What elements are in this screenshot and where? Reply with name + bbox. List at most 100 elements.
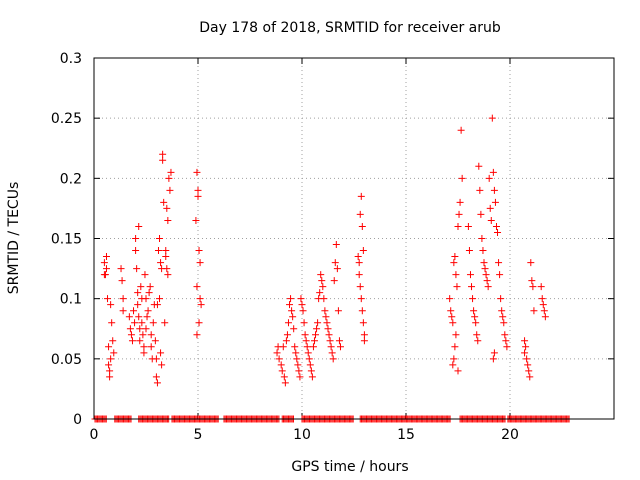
data-point <box>319 283 327 291</box>
data-point <box>152 373 160 381</box>
data-point <box>166 186 174 194</box>
x-tick-label: 20 <box>501 427 519 443</box>
data-point <box>329 355 337 363</box>
data-point <box>452 331 460 339</box>
data-point <box>499 313 507 321</box>
data-point <box>277 361 285 369</box>
data-point <box>357 192 365 200</box>
data-point <box>135 313 143 321</box>
y-tick-label: 0.05 <box>51 352 82 368</box>
data-point <box>142 295 150 303</box>
data-point <box>299 307 307 315</box>
data-point <box>139 331 147 339</box>
data-point <box>193 168 201 176</box>
data-point <box>357 295 365 303</box>
data-point <box>107 301 115 309</box>
data-point <box>485 174 493 182</box>
data-point <box>196 259 204 267</box>
data-point <box>360 331 368 339</box>
data-point <box>498 307 506 315</box>
data-point <box>457 126 465 134</box>
data-point <box>309 343 317 351</box>
data-point <box>278 367 286 375</box>
data-point <box>484 283 492 291</box>
data-point <box>118 277 126 285</box>
data-point <box>521 349 529 357</box>
data-point <box>283 331 291 339</box>
data-point <box>156 235 164 242</box>
data-point <box>279 343 287 351</box>
data-point <box>530 307 538 315</box>
data-point <box>321 307 329 315</box>
data-point <box>528 277 536 285</box>
data-point <box>316 289 324 297</box>
data-point <box>475 162 483 170</box>
y-tick-label: 0.2 <box>60 171 82 187</box>
data-point <box>194 192 202 200</box>
data-point <box>324 325 332 333</box>
data-point <box>477 210 485 218</box>
data-point <box>541 313 549 321</box>
data-point <box>127 331 135 339</box>
data-point <box>331 259 339 267</box>
data-point <box>447 307 455 315</box>
data-point <box>159 156 167 164</box>
data-point <box>146 283 154 291</box>
data-point <box>355 259 363 267</box>
data-point <box>449 361 457 369</box>
data-point <box>106 373 114 381</box>
data-point <box>102 253 110 261</box>
data-point <box>301 331 309 339</box>
data-point <box>157 259 165 267</box>
data-point <box>291 343 299 351</box>
data-point <box>294 361 302 369</box>
data-point <box>292 349 300 357</box>
data-point <box>325 331 333 339</box>
data-point <box>336 343 344 351</box>
data-point <box>473 331 481 339</box>
data-point <box>481 265 489 273</box>
data-point <box>327 343 335 351</box>
data-point <box>497 295 505 303</box>
data-point <box>525 367 533 375</box>
data-point <box>465 247 473 255</box>
data-point <box>355 271 363 279</box>
data-point <box>296 373 304 381</box>
data-point <box>495 259 503 267</box>
data-point <box>356 210 364 218</box>
data-point <box>149 319 157 327</box>
data-point <box>145 289 153 297</box>
data-point <box>538 295 546 303</box>
data-point <box>287 295 295 303</box>
data-point <box>163 265 171 273</box>
data-point <box>521 337 529 345</box>
chart-title: Day 178 of 2018, SRMTID for receiver aru… <box>199 20 501 36</box>
data-point <box>106 367 114 375</box>
data-point <box>151 337 159 345</box>
data-point <box>161 319 169 327</box>
data-point <box>469 295 477 303</box>
data-point <box>117 265 125 273</box>
tick-labels: 0 5 10 15 20 0 0.05 0.1 0.15 0.2 0.25 0.3 <box>51 51 519 443</box>
data-point <box>526 373 534 381</box>
data-point <box>323 319 331 327</box>
data-points <box>91 114 573 423</box>
data-point <box>468 283 476 291</box>
data-point <box>322 313 330 321</box>
data-point <box>328 349 336 357</box>
data-point <box>354 253 362 261</box>
data-point <box>128 337 136 345</box>
data-point <box>488 114 496 122</box>
data-point <box>102 265 110 273</box>
data-point <box>131 319 139 327</box>
data-point <box>450 259 458 267</box>
data-point <box>320 295 328 303</box>
data-point <box>193 331 201 339</box>
data-point <box>307 367 315 375</box>
data-point <box>275 355 283 363</box>
data-point <box>529 283 537 291</box>
data-point <box>108 319 116 327</box>
data-point <box>476 186 484 194</box>
data-point <box>478 235 486 242</box>
data-point <box>143 313 151 321</box>
